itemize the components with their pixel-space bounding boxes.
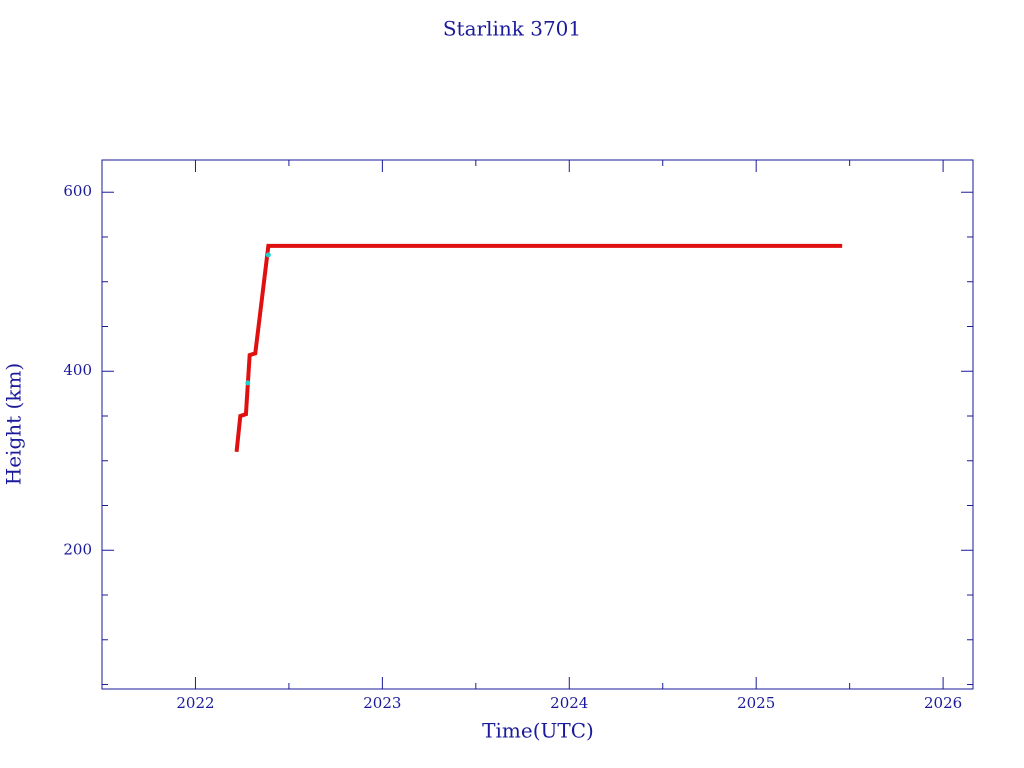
y-tick-label: 600 — [63, 182, 92, 200]
y-axis-label: Height (km) — [2, 363, 26, 485]
y-tick-label: 400 — [63, 361, 92, 379]
x-tick-label: 2024 — [550, 694, 588, 712]
y-tick-label: 200 — [63, 540, 92, 558]
x-tick-label: 2026 — [924, 694, 962, 712]
data-line — [234, 243, 843, 453]
data-point — [245, 380, 251, 386]
x-tick-label: 2022 — [176, 694, 214, 712]
chart-title: Starlink 3701 — [443, 17, 581, 41]
data-point — [265, 252, 271, 258]
x-tick-label: 2025 — [737, 694, 775, 712]
x-tick-label: 2023 — [363, 694, 401, 712]
x-axis-label: Time(UTC) — [482, 719, 594, 743]
plot-frame — [101, 159, 974, 690]
